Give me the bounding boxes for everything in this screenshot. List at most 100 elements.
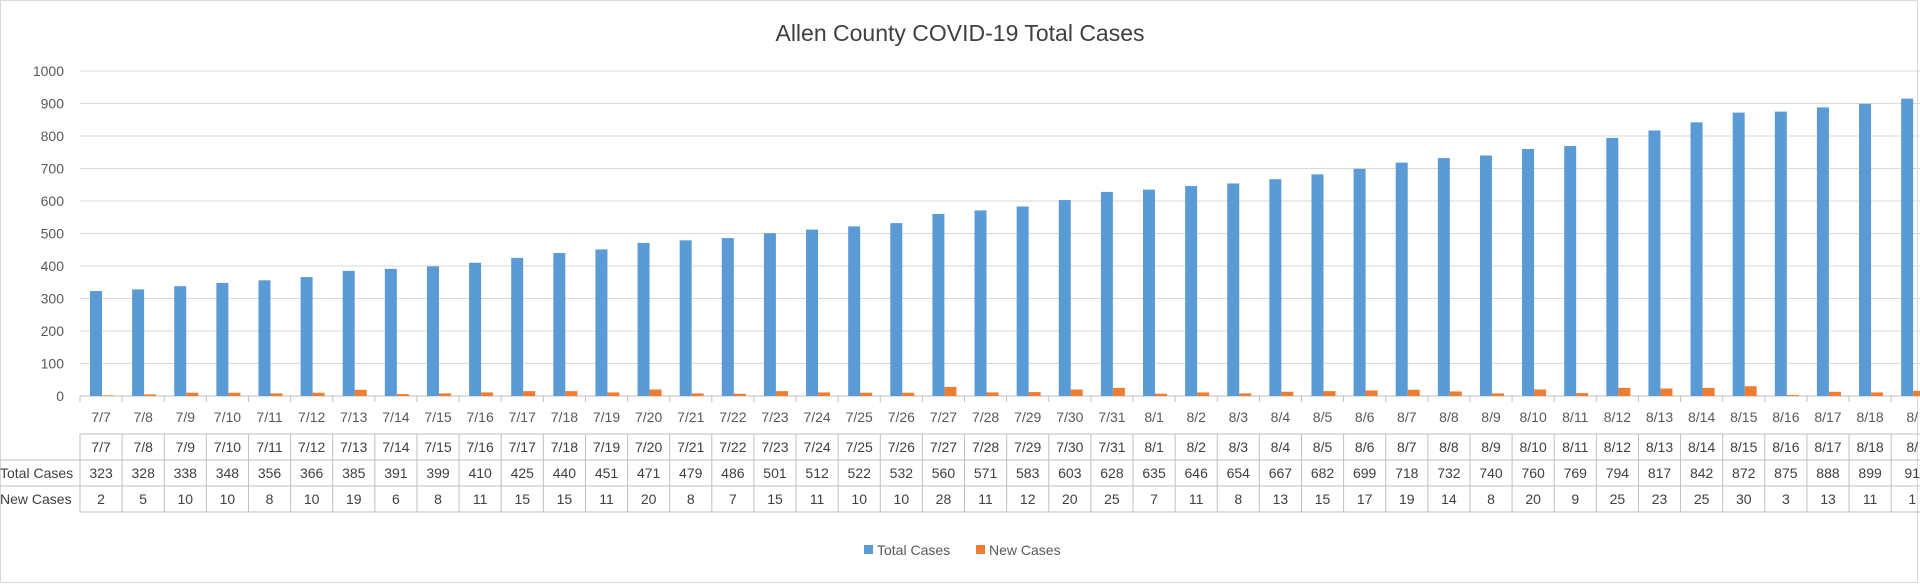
bar-total-cases	[974, 210, 987, 396]
bar-new-cases	[523, 391, 536, 396]
bar-new-cases	[1112, 387, 1125, 396]
x-tick-label: 7/10	[214, 409, 241, 425]
table-header-cell: 7/27	[930, 439, 957, 455]
table-header-cell: 7/20	[635, 439, 662, 455]
x-tick-label: 8/3	[1229, 409, 1249, 425]
table-cell-new-cases: 10	[851, 491, 867, 507]
table-header-cell: 8/5	[1313, 439, 1333, 455]
x-tick-label: 7/14	[382, 409, 409, 425]
table-cell-new-cases: 8	[434, 491, 442, 507]
table-cell-new-cases: 20	[1062, 491, 1078, 507]
table-cell-new-cases: 20	[641, 491, 657, 507]
table-cell-new-cases: 15	[767, 491, 783, 507]
table-cell-total-cases: 628	[1100, 465, 1124, 481]
y-tick-label: 0	[56, 388, 64, 404]
x-tick-label: 8/8	[1439, 409, 1459, 425]
table-row-label: New Cases	[0, 491, 72, 507]
x-tick-label: 8/1	[1144, 409, 1164, 425]
bar-new-cases	[354, 389, 367, 396]
x-tick-label: 7/31	[1098, 409, 1125, 425]
table-row-label: Total Cases	[0, 465, 73, 481]
table-cell-total-cases: 486	[721, 465, 745, 481]
table-cell-new-cases: 11	[978, 491, 993, 507]
x-tick-label: 8/16	[1772, 409, 1799, 425]
bar-new-cases	[1155, 393, 1167, 396]
bar-total-cases	[216, 282, 229, 396]
table-cell-total-cases: 356	[258, 465, 282, 481]
bar-total-cases	[1774, 111, 1787, 396]
bar-new-cases	[1871, 392, 1884, 396]
table-header-cell: 8/7	[1397, 439, 1417, 455]
table-cell-total-cases: 667	[1269, 465, 1293, 481]
table-header-cell: 7/24	[803, 439, 830, 455]
table-cell-total-cases: 560	[932, 465, 956, 481]
bar-total-cases	[1185, 186, 1198, 396]
bar-total-cases	[90, 291, 102, 396]
table-cell-new-cases: 13	[1820, 491, 1836, 507]
bar-new-cases	[1197, 392, 1210, 396]
table-header-cell: 7/18	[551, 439, 578, 455]
bar-total-cases	[1901, 98, 1914, 396]
table-cell-new-cases: 8	[687, 491, 695, 507]
table-cell-new-cases: 6	[392, 491, 400, 507]
table-header-cell: 7/28	[972, 439, 999, 455]
bar-total-cases	[1227, 183, 1240, 396]
table-cell-new-cases: 13	[1273, 491, 1289, 507]
bar-new-cases	[144, 394, 157, 396]
bar-total-cases	[511, 257, 524, 396]
table-cell-total-cases: 451	[595, 465, 619, 481]
table-cell-total-cases: 471	[637, 465, 661, 481]
x-tick-label: 7/19	[593, 409, 620, 425]
table-header-cell: 8/17	[1814, 439, 1841, 455]
table-cell-total-cases: 899	[1858, 465, 1882, 481]
table-cell-new-cases: 19	[1399, 491, 1415, 507]
table-cell-new-cases: 11	[1189, 491, 1204, 507]
table-header-cell: 8/2	[1186, 439, 1206, 455]
table-header-cell: 7/31	[1098, 439, 1125, 455]
bar-new-cases	[607, 392, 620, 396]
bar-total-cases	[1690, 122, 1703, 396]
bar-total-cases	[426, 266, 439, 396]
bar-new-cases	[1070, 389, 1083, 396]
table-header-cell: 8/3	[1229, 439, 1249, 455]
table-cell-new-cases: 20	[1525, 491, 1541, 507]
table-cell-new-cases: 25	[1694, 491, 1710, 507]
bar-new-cases	[1534, 389, 1547, 396]
table-cell-total-cases: 732	[1437, 465, 1461, 481]
x-tick-label: 8/5	[1313, 409, 1333, 425]
x-tick-label: 8/12	[1604, 409, 1631, 425]
table-cell-new-cases: 11	[1863, 491, 1878, 507]
table-cell-new-cases: 10	[178, 491, 194, 507]
table-cell-new-cases: 11	[599, 491, 614, 507]
bar-total-cases	[1859, 103, 1872, 396]
x-tick-label: 7/11	[256, 409, 282, 425]
bar-total-cases	[1732, 112, 1745, 396]
x-tick-label: 7/25	[846, 409, 873, 425]
table-cell-total-cases: 654	[1227, 465, 1251, 481]
table-cell-total-cases: 583	[1016, 465, 1040, 481]
y-tick-label: 400	[41, 258, 65, 274]
bar-total-cases	[1016, 206, 1029, 396]
table-cell-new-cases: 7	[729, 491, 737, 507]
bar-total-cases	[258, 280, 271, 396]
x-tick-label: 8/14	[1688, 409, 1715, 425]
bar-total-cases	[637, 242, 650, 396]
bar-new-cases	[818, 392, 831, 396]
bar-total-cases	[721, 238, 734, 396]
table-header-cell: 8/	[1906, 439, 1918, 455]
bar-total-cases	[342, 270, 355, 396]
table-header-cell: 7/21	[677, 439, 704, 455]
table-header-cell: 7/15	[424, 439, 451, 455]
table-header-cell: 7/25	[846, 439, 873, 455]
table-cell-total-cases: 635	[1142, 465, 1166, 481]
x-tick-label: 7/16	[467, 409, 494, 425]
table-cell-new-cases: 11	[810, 491, 825, 507]
y-tick-label: 1000	[33, 63, 64, 79]
table-cell-new-cases: 5	[139, 491, 147, 507]
bar-total-cases	[1353, 168, 1366, 396]
table-header-cell: 7/10	[214, 439, 241, 455]
x-tick-label: 8/2	[1186, 409, 1206, 425]
bar-total-cases	[1606, 137, 1619, 396]
bar-total-cases	[806, 229, 819, 396]
table-cell-total-cases: 646	[1185, 465, 1209, 481]
